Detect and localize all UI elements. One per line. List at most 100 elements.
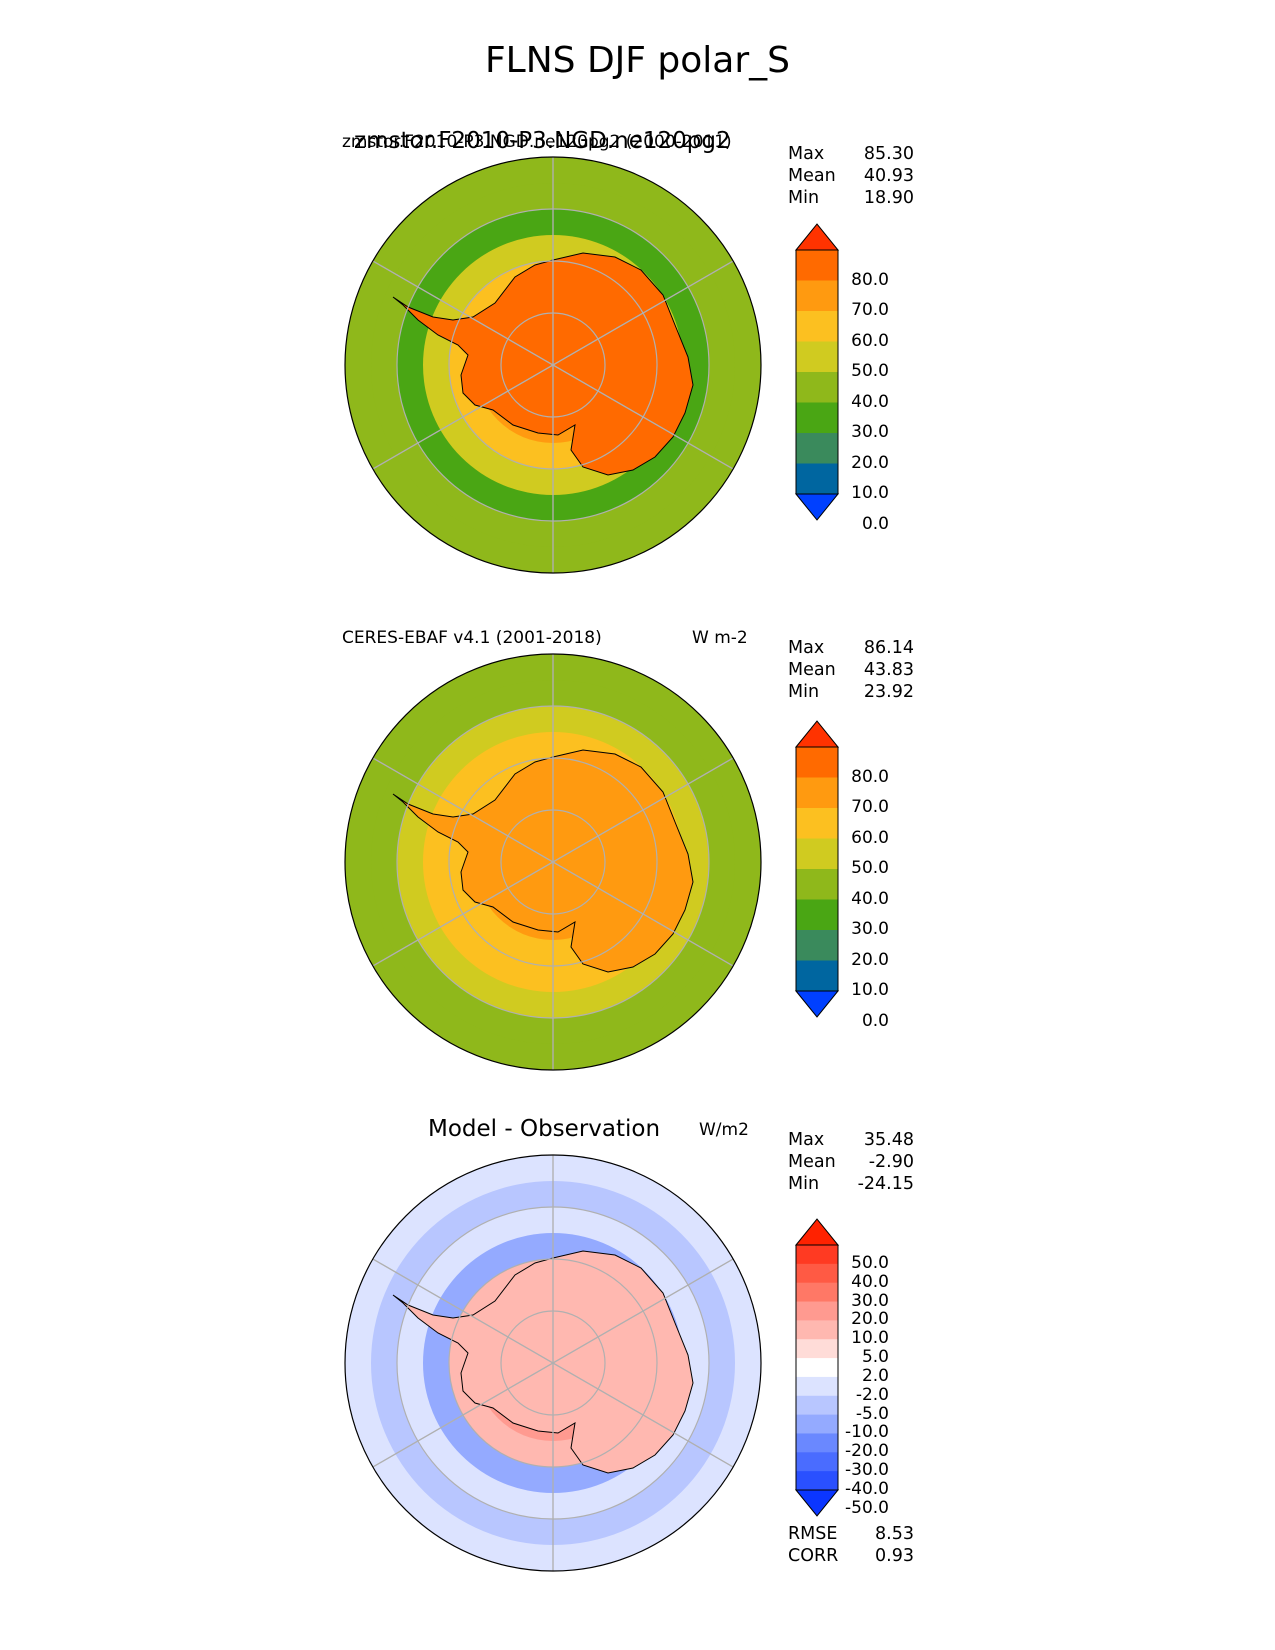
colorbar-tick-label: 30.0 bbox=[851, 422, 889, 442]
colorbar-tick-label: -5.0 bbox=[855, 1403, 889, 1424]
stat-label-min: Min bbox=[788, 1174, 820, 1194]
stat-label-mean: Mean bbox=[788, 1152, 836, 1172]
stat-label-max: Max bbox=[788, 1130, 825, 1150]
colorbar-segment bbox=[796, 899, 838, 931]
colorbar-segment bbox=[796, 1376, 838, 1397]
graticule bbox=[372, 157, 734, 573]
colorbar-tick-label: 5.0 bbox=[861, 1347, 889, 1368]
stat-label-min: Min bbox=[788, 682, 820, 702]
colorbar-tick-label: 30.0 bbox=[851, 919, 889, 939]
colorbar-segment bbox=[796, 280, 838, 312]
colorbar-tick-label: 70.0 bbox=[851, 797, 889, 817]
colorbar-tick-label: -20.0 bbox=[845, 1441, 889, 1462]
colorbar-segment bbox=[796, 1471, 838, 1491]
stat-value-min: -24.15 bbox=[857, 1174, 914, 1194]
colorbar-segment bbox=[796, 1320, 838, 1340]
colorbar-tick-label: 50.0 bbox=[851, 858, 889, 878]
figure-title: FLNS DJF polar_S bbox=[484, 40, 791, 81]
colorbar-segment bbox=[796, 1433, 838, 1453]
colorbar-tick-label: 0.0 bbox=[861, 1010, 889, 1031]
stat-value-max: 86.14 bbox=[863, 638, 914, 658]
colorbar-tick-label: 10.0 bbox=[851, 483, 889, 503]
stat-value-corr: 0.93 bbox=[875, 1546, 914, 1566]
colorbar-tick-label: 20.0 bbox=[851, 949, 889, 970]
map-boundary bbox=[344, 1154, 762, 1572]
colorbar-segment bbox=[796, 960, 838, 992]
panel-units: W/m2 bbox=[699, 1120, 749, 1140]
panel-overtitle: zmstor.F2010-P3.NGD.ne120pg2 bbox=[354, 128, 731, 154]
coastline bbox=[392, 252, 694, 476]
colorbar-segment bbox=[796, 463, 838, 495]
colorbar-reference bbox=[794, 720, 840, 1018]
stat-label-mean: Mean bbox=[788, 166, 836, 186]
meridian bbox=[372, 260, 734, 470]
colorbar-tick-label: -40.0 bbox=[845, 1479, 889, 1499]
map-test bbox=[344, 156, 762, 574]
colorbar-extend-max bbox=[794, 1218, 840, 1246]
colorbar-segment bbox=[796, 1414, 838, 1434]
colorbar-segment bbox=[796, 433, 838, 464]
colorbar-test bbox=[794, 223, 840, 521]
stat-label-max: Max bbox=[788, 144, 825, 164]
meridian bbox=[372, 757, 734, 967]
colorbar-segment bbox=[796, 838, 838, 870]
colorbar-segment bbox=[796, 250, 838, 281]
field bbox=[345, 1155, 761, 1571]
colorbar-tick-label: 60.0 bbox=[851, 330, 889, 351]
colorbar-segment bbox=[796, 930, 838, 961]
map-reference bbox=[344, 653, 762, 1071]
colorbar-extend-min bbox=[794, 493, 840, 521]
colorbar-tick-label: 80.0 bbox=[851, 269, 889, 290]
panel-title: zmstor.F2010-P3.NGD.ne120pg2 (2000-2011) bbox=[342, 132, 732, 152]
colorbar-frame bbox=[795, 746, 839, 992]
stat-value-max: 35.48 bbox=[863, 1130, 914, 1150]
stat-label-corr: CORR bbox=[788, 1546, 839, 1566]
panel-title: CERES-EBAF v4.1 (2001-2018) bbox=[342, 628, 602, 648]
colorbar-tick-label: 40.0 bbox=[851, 1271, 889, 1292]
colorbar-tick-label: -50.0 bbox=[845, 1497, 889, 1518]
colorbar-tick-label: 40.0 bbox=[851, 888, 889, 909]
colorbar-segment bbox=[796, 341, 838, 373]
stat-value-mean: 43.83 bbox=[863, 660, 914, 680]
colorbar-tick-label: 30.0 bbox=[851, 1290, 889, 1311]
colorbar-extend-min bbox=[794, 1489, 840, 1517]
stat-label-rmse: RMSE bbox=[788, 1524, 838, 1544]
colorbar-tick-label: -2.0 bbox=[855, 1384, 889, 1405]
stat-label-max: Max bbox=[788, 638, 825, 658]
colorbar-tick-label: 10.0 bbox=[851, 1328, 889, 1349]
colorbar-segment bbox=[796, 808, 838, 839]
stat-value-max: 85.30 bbox=[863, 144, 914, 164]
map-difference bbox=[344, 1154, 762, 1572]
colorbar-frame bbox=[795, 1244, 839, 1491]
colorbar-tick-label: 0.0 bbox=[861, 513, 889, 534]
field bbox=[345, 654, 761, 1070]
field bbox=[345, 157, 761, 573]
colorbar-tick-label: 2.0 bbox=[861, 1365, 889, 1386]
colorbar-segment bbox=[796, 372, 838, 403]
colorbar-tick-label: 80.0 bbox=[851, 766, 889, 787]
stat-value-rmse: 8.53 bbox=[875, 1524, 914, 1544]
map-boundary bbox=[344, 156, 762, 574]
colorbar-difference bbox=[794, 1218, 840, 1517]
meridian bbox=[372, 1258, 734, 1468]
colorbar-segment bbox=[796, 869, 838, 900]
graticule bbox=[372, 654, 734, 1070]
colorbar-segment bbox=[796, 1263, 838, 1284]
colorbar-segment bbox=[796, 1282, 838, 1303]
colorbar-segment bbox=[796, 1358, 838, 1378]
colorbar-tick-label: 10.0 bbox=[851, 980, 889, 1000]
colorbar-tick-label: -10.0 bbox=[845, 1422, 889, 1443]
colorbar-tick-label: 70.0 bbox=[851, 300, 889, 320]
map-boundary bbox=[344, 653, 762, 1071]
colorbar-tick-label: 60.0 bbox=[851, 827, 889, 848]
colorbar-segment bbox=[796, 1339, 838, 1359]
panel-title: Model - Observation bbox=[428, 1116, 661, 1142]
colorbar-extend-max bbox=[794, 720, 840, 748]
colorbar-tick-label: 40.0 bbox=[851, 391, 889, 412]
stat-value-min: 18.90 bbox=[863, 188, 914, 208]
colorbar-segment bbox=[796, 311, 838, 342]
colorbar-segment bbox=[796, 1245, 838, 1265]
colorbar-tick-label: 50.0 bbox=[851, 1252, 889, 1273]
stat-label-mean: Mean bbox=[788, 660, 836, 680]
